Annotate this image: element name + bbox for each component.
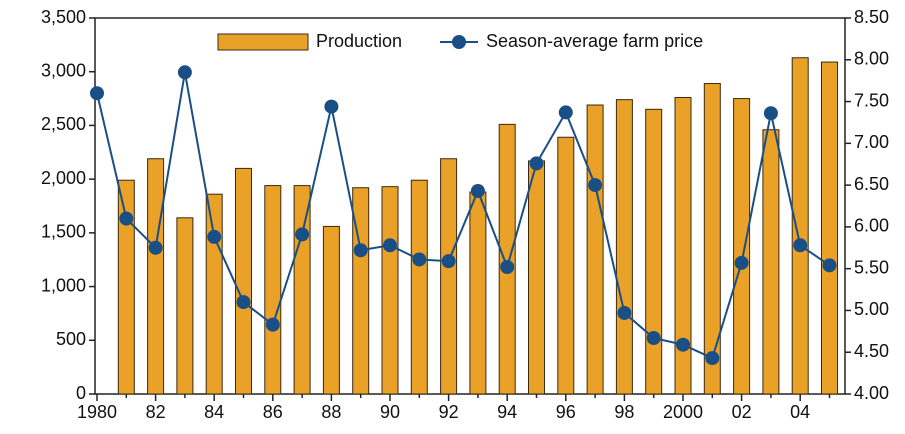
y-tick-label: 500 [56,329,86,349]
y2-tick-label: 7.00 [854,132,889,152]
price-marker [500,259,515,274]
bar [352,187,370,395]
y2-tick-label: 8.00 [854,49,889,69]
price-marker [793,238,808,253]
price-marker [529,156,544,171]
bar [586,104,604,395]
price-marker [324,99,339,114]
bar [498,123,516,395]
price-marker [734,255,749,270]
bar [322,225,340,395]
bar [264,185,282,395]
bar [762,129,780,395]
price-marker [119,211,134,226]
price-marker [148,240,163,255]
price-marker [617,305,632,320]
bar [293,185,311,395]
y2-tick-label: 4.00 [854,383,889,403]
x-tick-label: 90 [380,402,400,422]
bar [235,167,252,395]
bar [205,193,223,395]
x-tick-label: 82 [146,402,166,422]
y-tick-label: 2,000 [41,168,86,188]
x-tick-label: 02 [732,402,752,422]
price-marker [353,243,368,258]
bar [117,179,135,395]
y-tick-label: 3,500 [41,7,86,27]
price-marker [646,331,661,346]
bar [557,136,575,395]
price-marker [676,337,690,352]
bar [674,96,692,395]
x-tick-label: 98 [614,402,634,422]
bar [703,83,721,395]
x-tick-label: 1980 [77,402,117,422]
price-marker [588,178,603,193]
price-marker [558,105,573,120]
y2-tick-label: 5.00 [854,299,889,319]
y2-tick-label: 4.50 [854,341,889,361]
price-marker [763,106,778,121]
y-tick-label: 2,500 [41,114,86,134]
bar [645,108,663,395]
y2-tick-label: 5.50 [854,257,889,277]
bar [615,99,633,395]
bar [381,186,399,395]
bar [147,158,165,395]
price-marker [822,258,837,273]
bar [176,217,194,395]
price-marker [383,238,397,253]
legend-marker [452,35,466,49]
bar [440,158,458,395]
price-marker [412,252,427,267]
x-tick-label: 88 [321,402,341,422]
y2-tick-label: 8.50 [854,7,889,27]
bar [791,57,809,395]
bar [528,160,545,395]
y2-tick-label: 6.00 [854,216,889,236]
x-tick-label: 2000 [663,402,703,422]
x-tick-label: 94 [497,402,517,422]
y-tick-label: 3,000 [41,60,86,80]
price-marker [236,295,251,310]
x-tick-label: 96 [556,402,576,422]
legend-label: Season-average farm price [486,31,703,51]
price-marker [441,254,456,269]
y-tick-label: 1,000 [41,275,86,295]
bar [469,191,487,395]
bar [410,179,428,395]
price-marker [705,351,720,366]
x-tick-label: 92 [439,402,459,422]
y-tick-label: 1,500 [41,222,86,242]
bar [821,61,838,395]
legend-label: Production [316,31,402,51]
price-marker [90,86,104,101]
price-marker [177,65,192,80]
price-marker [207,229,222,244]
price-marker [470,183,485,198]
y-tick-label: 0 [76,383,86,403]
x-tick-label: 04 [790,402,810,422]
x-tick-label: 84 [204,402,224,422]
price-marker [265,317,280,332]
price-marker [295,227,310,242]
legend-swatch [217,33,309,51]
bar [733,98,751,395]
x-tick-label: 86 [263,402,283,422]
y2-tick-label: 6.50 [854,174,889,194]
y2-tick-label: 7.50 [854,90,889,110]
